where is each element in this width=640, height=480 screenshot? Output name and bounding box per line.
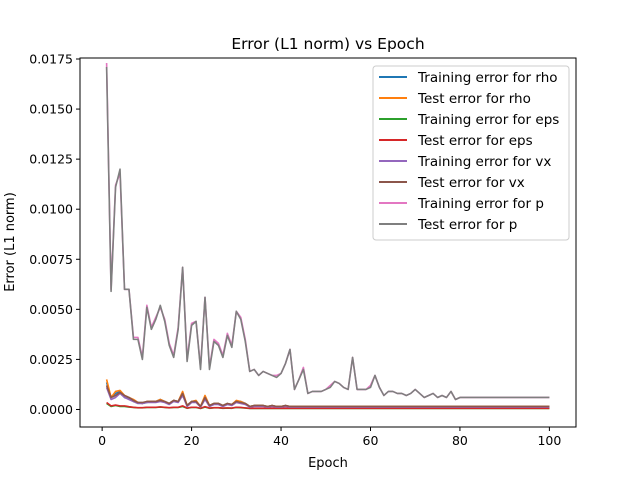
series-line-3 bbox=[106, 401, 550, 410]
legend-box bbox=[372, 65, 570, 241]
y-tick-label: 0.0100 bbox=[29, 202, 73, 217]
chart-title: Error (L1 norm) vs Epoch bbox=[231, 35, 424, 53]
y-tick-label: 0.0125 bbox=[29, 152, 73, 167]
series-line-7 bbox=[105, 66, 550, 401]
axis-ticks: 0 20 40 60 80 100 0.0000 0.0025 0.0050 0.0075 0.01… bbox=[29, 52, 561, 448]
x-axis-label: Epoch bbox=[308, 456, 348, 471]
x-tick-label: 60 bbox=[363, 433, 379, 448]
x-tick-label: 80 bbox=[452, 433, 468, 448]
legend-label: Training error for p bbox=[417, 196, 544, 212]
y-tick-label: 0.0150 bbox=[29, 102, 73, 117]
y-tick-label: 0.0075 bbox=[29, 252, 73, 267]
x-tick-label: 0 bbox=[98, 433, 106, 448]
y-axis-label: Error (L1 norm) bbox=[3, 192, 18, 292]
legend-label: Training error for eps bbox=[417, 112, 559, 128]
x-tick-label: 20 bbox=[184, 433, 200, 448]
series-line-5 bbox=[105, 385, 550, 408]
legend: Training error for rho Test error for rho… bbox=[372, 65, 570, 241]
legend-label: Test error for eps bbox=[417, 133, 533, 149]
axes-frame bbox=[79, 57, 577, 428]
y-tick-label: 0.0025 bbox=[29, 352, 73, 367]
plot-series bbox=[105, 62, 550, 410]
y-tick-label: 0.0000 bbox=[29, 402, 73, 417]
x-tick-label: 100 bbox=[537, 433, 561, 448]
y-tick-label: 0.0050 bbox=[29, 302, 73, 317]
legend-label: Test error for p bbox=[417, 217, 517, 233]
legend-label: Test error for vx bbox=[417, 175, 525, 191]
x-tick-label: 40 bbox=[273, 433, 289, 448]
legend-label: Training error for rho bbox=[417, 70, 558, 86]
legend-label: Test error for rho bbox=[417, 91, 531, 107]
legend-label: Training error for vx bbox=[417, 154, 551, 170]
y-tick-label: 0.0175 bbox=[29, 52, 73, 67]
